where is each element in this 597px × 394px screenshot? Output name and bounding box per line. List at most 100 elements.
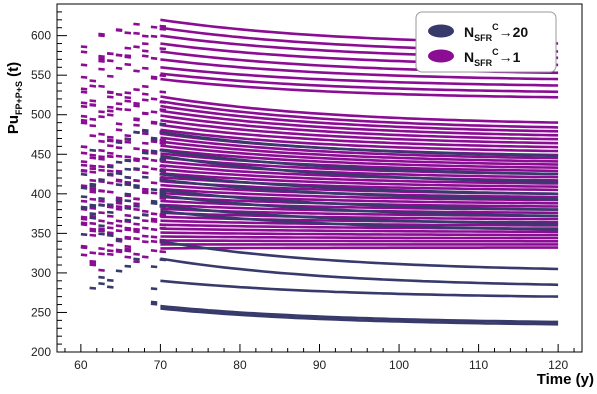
x-axis: 60 70 80 90 100 110 120 bbox=[64, 344, 575, 372]
trajectory-segment bbox=[159, 24, 167, 28]
trajectory-segment bbox=[150, 120, 158, 124]
trajectory-segment bbox=[124, 159, 132, 163]
trajectory-segment bbox=[106, 144, 114, 148]
trajectory-line bbox=[160, 240, 559, 271]
trajectory-segment bbox=[150, 219, 158, 223]
trajectory-segment bbox=[124, 55, 132, 59]
trajectory-segment bbox=[159, 168, 167, 173]
trajectory-segment bbox=[106, 252, 114, 256]
trajectory-segment bbox=[89, 229, 97, 233]
trajectory-segment bbox=[89, 221, 97, 226]
trajectory-segment bbox=[133, 31, 140, 35]
trajectory-segment bbox=[133, 179, 140, 183]
trajectory-line bbox=[160, 172, 559, 188]
trajectory-segment bbox=[150, 287, 158, 291]
x-tick-label: 80 bbox=[233, 358, 247, 372]
trajectory-segment bbox=[124, 137, 132, 141]
trajectory-segment bbox=[115, 219, 123, 223]
trajectory-segment bbox=[80, 151, 88, 155]
trajectory-segment bbox=[124, 182, 132, 186]
trajectory-segment bbox=[98, 224, 105, 228]
trajectory-line bbox=[160, 130, 559, 158]
trajectory-segment bbox=[80, 63, 88, 67]
trajectory-segment bbox=[80, 75, 88, 79]
trajectory-line bbox=[160, 72, 559, 94]
y-axis-label: PuFP+P+S (t) bbox=[5, 62, 24, 134]
y-tick-label: 600 bbox=[31, 29, 51, 43]
trajectory-line bbox=[160, 194, 559, 218]
trajectory-line bbox=[160, 178, 559, 201]
trajectory-segment bbox=[98, 199, 105, 203]
trajectory-segment bbox=[124, 31, 132, 35]
trajectory-segment bbox=[89, 216, 97, 220]
trajectory-segment bbox=[115, 269, 123, 273]
trajectory-line bbox=[160, 160, 559, 179]
trajectory-segment bbox=[159, 196, 167, 200]
trajectory-segment bbox=[115, 28, 123, 32]
trajectory-segment bbox=[89, 227, 97, 231]
trajectory-segment bbox=[124, 134, 132, 138]
trajectory-segment bbox=[89, 263, 97, 267]
trajectory-line bbox=[160, 168, 559, 185]
trajectory-segment bbox=[150, 191, 158, 195]
x-tick-label: 110 bbox=[469, 358, 488, 372]
legend-sub: SFR bbox=[474, 58, 493, 68]
trajectory-segment bbox=[115, 146, 123, 150]
trajectory-segment bbox=[141, 98, 149, 102]
trajectory-segment bbox=[133, 257, 140, 261]
trajectory-segment bbox=[98, 275, 105, 279]
trajectory-segment bbox=[98, 179, 105, 184]
trajectory-segment bbox=[141, 213, 149, 217]
legend-value: 20 bbox=[513, 24, 529, 40]
trajectory-segment bbox=[98, 252, 105, 256]
legend-sup: C bbox=[492, 47, 499, 57]
trajectory-segment bbox=[141, 209, 149, 213]
trajectory-segment bbox=[106, 52, 114, 56]
trajectory-segment bbox=[150, 34, 158, 38]
trajectory-segment bbox=[133, 123, 140, 127]
y-tick-label: 350 bbox=[31, 226, 51, 240]
trajectory-segment bbox=[124, 62, 132, 67]
trajectory-segment bbox=[89, 167, 97, 171]
trajectory-line bbox=[160, 257, 559, 287]
trajectory-segment bbox=[89, 260, 97, 265]
trajectory-segment bbox=[80, 246, 88, 250]
x-tick-label: 100 bbox=[389, 358, 409, 372]
trajectory-line bbox=[160, 119, 559, 145]
trajectory-segment bbox=[106, 151, 114, 155]
trajectory-segment bbox=[133, 222, 140, 226]
trajectory-segment bbox=[89, 84, 97, 88]
trajectory-segment bbox=[124, 192, 132, 196]
legend-base: N bbox=[464, 49, 474, 65]
trajectory-segment bbox=[150, 265, 158, 269]
trajectory-segment bbox=[106, 172, 114, 176]
trajectory-segment bbox=[80, 169, 88, 173]
trajectory-segment bbox=[98, 247, 105, 251]
trajectory-line bbox=[160, 148, 559, 169]
trajectory-segment bbox=[98, 227, 105, 231]
trajectory-segment bbox=[89, 203, 97, 207]
trajectory-segment bbox=[150, 300, 158, 304]
trajectory-segment bbox=[133, 45, 140, 49]
trajectory-segment bbox=[124, 199, 132, 203]
y-axis: 200 250 300 350 400 450 500 550 600 bbox=[31, 3, 67, 359]
trajectory-segment bbox=[89, 170, 97, 174]
legend-sub: SFR bbox=[474, 33, 493, 43]
trajectory-segment bbox=[150, 76, 158, 80]
trajectory-segment bbox=[106, 74, 114, 78]
trajectory-segment bbox=[80, 253, 88, 257]
trajectory-line bbox=[160, 149, 559, 176]
trajectory-segment bbox=[124, 218, 132, 222]
trajectory-segment bbox=[89, 197, 97, 201]
legend: NSFRC→20 NSFRC→1 bbox=[415, 11, 557, 73]
trajectory-segment bbox=[89, 117, 97, 121]
trajectory-segment bbox=[98, 282, 105, 286]
x-tick-label: 120 bbox=[548, 358, 568, 372]
chart-marks bbox=[80, 18, 559, 326]
trajectory-segment bbox=[89, 206, 97, 210]
trajectory-segment bbox=[141, 191, 149, 195]
trajectory-segment bbox=[141, 111, 149, 115]
trajectory-segment bbox=[124, 226, 132, 230]
trajectory-segment bbox=[89, 233, 97, 237]
trajectory-segment bbox=[141, 187, 149, 191]
